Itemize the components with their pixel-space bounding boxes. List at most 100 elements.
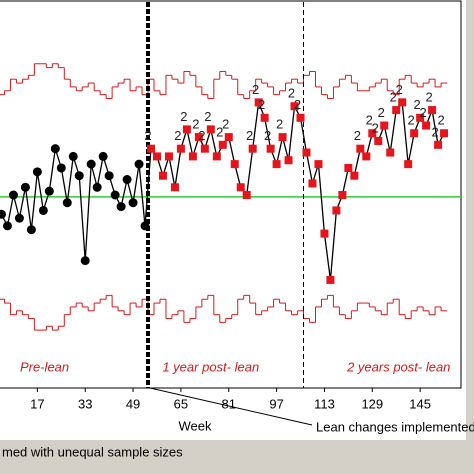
point (380, 121, 389, 130)
point (212, 152, 221, 161)
x-tick-label: 113 (314, 396, 335, 411)
point (122, 175, 132, 185)
point (392, 106, 401, 115)
point (44, 186, 54, 196)
point (308, 179, 317, 188)
point (302, 148, 311, 157)
point (374, 136, 383, 145)
point (332, 206, 341, 215)
point (170, 183, 179, 192)
phase-label: Pre-lean (20, 359, 69, 374)
point-label: 2 (390, 90, 397, 105)
point (416, 113, 425, 122)
point-label: 2 (252, 82, 259, 97)
x-tick-label: 65 (174, 396, 188, 411)
point (260, 113, 269, 122)
point (410, 129, 419, 138)
point (147, 144, 156, 153)
point (350, 171, 359, 180)
point (140, 221, 150, 231)
point (428, 106, 437, 115)
point (314, 160, 323, 169)
point (242, 191, 251, 199)
point-label: 2 (288, 86, 295, 101)
point (56, 163, 66, 173)
point-label: 2 (294, 97, 301, 112)
point-label: 2 (192, 117, 199, 132)
point (344, 163, 353, 172)
point-label: 2 (222, 117, 229, 132)
point (14, 213, 24, 223)
point (50, 144, 60, 154)
point (230, 160, 239, 169)
point-label: 2 (396, 82, 403, 97)
point (224, 133, 233, 142)
point (152, 152, 161, 161)
point (86, 159, 96, 169)
point-label: 2 (419, 105, 426, 120)
point (164, 152, 173, 161)
point (80, 256, 90, 266)
point (362, 152, 371, 161)
point-label: 2 (431, 124, 438, 139)
point (338, 191, 347, 199)
point-label: 2 (264, 128, 271, 143)
point (128, 198, 138, 208)
point-label: 2 (378, 105, 385, 120)
point (296, 113, 305, 122)
point (68, 151, 78, 161)
point (422, 121, 431, 130)
x-tick-label: 49 (126, 396, 140, 411)
x-tick-label: 17 (30, 396, 44, 411)
x-tick-label: 81 (222, 396, 236, 411)
point-label: 2 (204, 109, 211, 124)
point (326, 275, 335, 284)
point-label: 2 (216, 124, 223, 139)
x-tick-label: 97 (269, 396, 283, 411)
point (158, 171, 167, 180)
point (356, 144, 365, 153)
point (74, 171, 84, 181)
footer-bar (0, 440, 474, 474)
point (278, 133, 287, 142)
point-label: 2 (408, 113, 415, 128)
point (248, 144, 257, 153)
phase-label: 2 years post- lean (346, 359, 450, 374)
point-label: 2 (354, 128, 361, 143)
point (104, 171, 114, 181)
plot-frame (0, 0, 462, 389)
point (110, 190, 120, 200)
point (116, 202, 126, 212)
point (38, 205, 48, 215)
point (62, 198, 72, 208)
annotation-line (149, 387, 313, 426)
point (236, 183, 245, 192)
point (8, 190, 18, 200)
x-tick-label: 129 (361, 396, 383, 411)
point (0, 209, 6, 219)
point (440, 129, 449, 138)
right-border (466, 0, 474, 474)
point (386, 148, 395, 157)
point (368, 129, 377, 138)
point (200, 144, 209, 153)
point (134, 159, 144, 169)
x-tick-label: 33 (78, 396, 92, 411)
point (194, 133, 203, 142)
point (398, 98, 407, 107)
point-label: 2 (144, 128, 151, 143)
point-label: 2 (174, 128, 181, 143)
point (98, 151, 108, 161)
point (176, 144, 185, 153)
point (404, 160, 413, 169)
point (20, 182, 30, 192)
point-label: 2 (425, 90, 432, 105)
point-label: 2 (246, 128, 253, 143)
point (266, 144, 275, 153)
point (26, 225, 36, 235)
point-label: 2 (366, 113, 373, 128)
x-tick-label: 145 (409, 396, 431, 411)
point-label: 2 (372, 120, 379, 135)
point (272, 160, 281, 169)
